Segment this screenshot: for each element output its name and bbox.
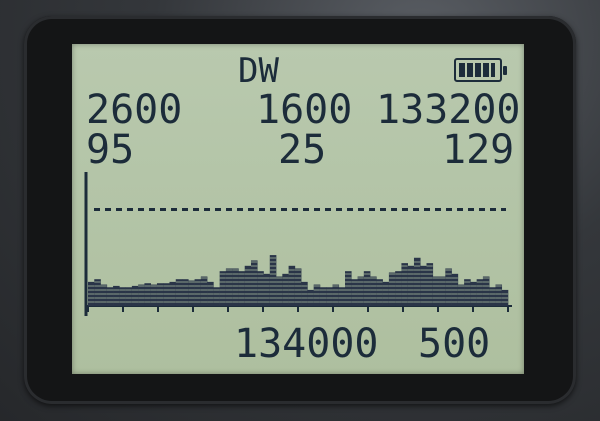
spectrum-bar bbox=[439, 276, 446, 306]
row2-left-value: 95 bbox=[86, 127, 135, 173]
spectrum-bar bbox=[238, 271, 246, 306]
spectrum-bar bbox=[175, 279, 183, 306]
spectrum-bar bbox=[163, 283, 170, 306]
spectrum-bar bbox=[113, 285, 120, 306]
row1-right-value: 133200 bbox=[376, 87, 521, 133]
spectrum-bar bbox=[100, 284, 108, 306]
battery-icon bbox=[454, 58, 507, 82]
spectrum-bar bbox=[131, 285, 139, 306]
row2-mid-value: 25 bbox=[278, 127, 327, 173]
x-axis-ticks bbox=[87, 306, 509, 312]
spectrum-bar bbox=[313, 284, 321, 306]
spectrum-bar bbox=[370, 276, 377, 306]
spectrum-bar bbox=[363, 271, 371, 306]
spectrum-bar bbox=[150, 284, 158, 306]
row1-left-value: 2600 bbox=[86, 87, 183, 133]
spectrum-bar bbox=[225, 268, 233, 306]
spectrum-chart bbox=[84, 172, 512, 316]
spectrum-bar bbox=[213, 287, 220, 306]
spectrum-bar bbox=[232, 268, 239, 306]
spectrum-bar bbox=[376, 279, 383, 306]
spectrum-bar bbox=[426, 263, 434, 306]
spectrum-bar bbox=[357, 276, 365, 306]
mode-label: DW bbox=[238, 51, 279, 91]
spectrum-bar bbox=[144, 283, 151, 306]
spectrum-bar bbox=[345, 271, 352, 306]
spectrum-bar bbox=[125, 287, 133, 306]
spectrum-bar bbox=[94, 279, 101, 306]
spectrum-bar bbox=[482, 276, 490, 306]
spectrum-bar bbox=[250, 260, 258, 306]
spectrum-bar bbox=[182, 279, 189, 306]
battery-fill bbox=[459, 63, 495, 77]
spectrum-bar bbox=[119, 287, 126, 306]
spectrum-bar bbox=[326, 287, 333, 306]
lcd-screen: DW 2600 1600 133200 95 25 129 134000 500 bbox=[72, 44, 524, 374]
row1-mid-value: 1600 bbox=[256, 87, 353, 133]
spectrum-bar bbox=[188, 280, 195, 306]
spectrum-bar bbox=[257, 271, 264, 306]
spectrum-bar bbox=[489, 287, 496, 306]
spectrum-bar bbox=[319, 287, 327, 306]
spectrum-bar bbox=[395, 271, 402, 306]
spectrum-bar bbox=[338, 287, 346, 306]
spectrum-bar bbox=[401, 263, 408, 306]
spectrum-bar bbox=[432, 276, 440, 306]
spectrum-bar bbox=[106, 287, 114, 306]
spectrum-bar bbox=[445, 268, 452, 306]
spectrum-bar bbox=[219, 271, 227, 306]
center-frequency-value: 134000 bbox=[234, 321, 379, 367]
spectrum-bar bbox=[269, 255, 277, 306]
spectrum-bar bbox=[332, 284, 340, 306]
spectrum-bars bbox=[88, 255, 509, 306]
spectrum-bar bbox=[351, 279, 358, 306]
spectrum-bar bbox=[294, 268, 302, 306]
spectrum-bar bbox=[200, 276, 208, 306]
spectrum-bar bbox=[156, 283, 164, 306]
step-value: 500 bbox=[418, 321, 491, 367]
spectrum-bar bbox=[138, 284, 145, 306]
spectrum-bar bbox=[276, 276, 283, 306]
spectrum-bar bbox=[194, 279, 202, 306]
spectrum-bar bbox=[457, 284, 465, 306]
spectrum-bar bbox=[476, 279, 484, 306]
spectrum-bar bbox=[388, 272, 396, 306]
row2-right-value: 129 bbox=[442, 127, 515, 173]
spectrum-bar bbox=[495, 284, 503, 306]
spectrum-bar bbox=[464, 279, 471, 306]
